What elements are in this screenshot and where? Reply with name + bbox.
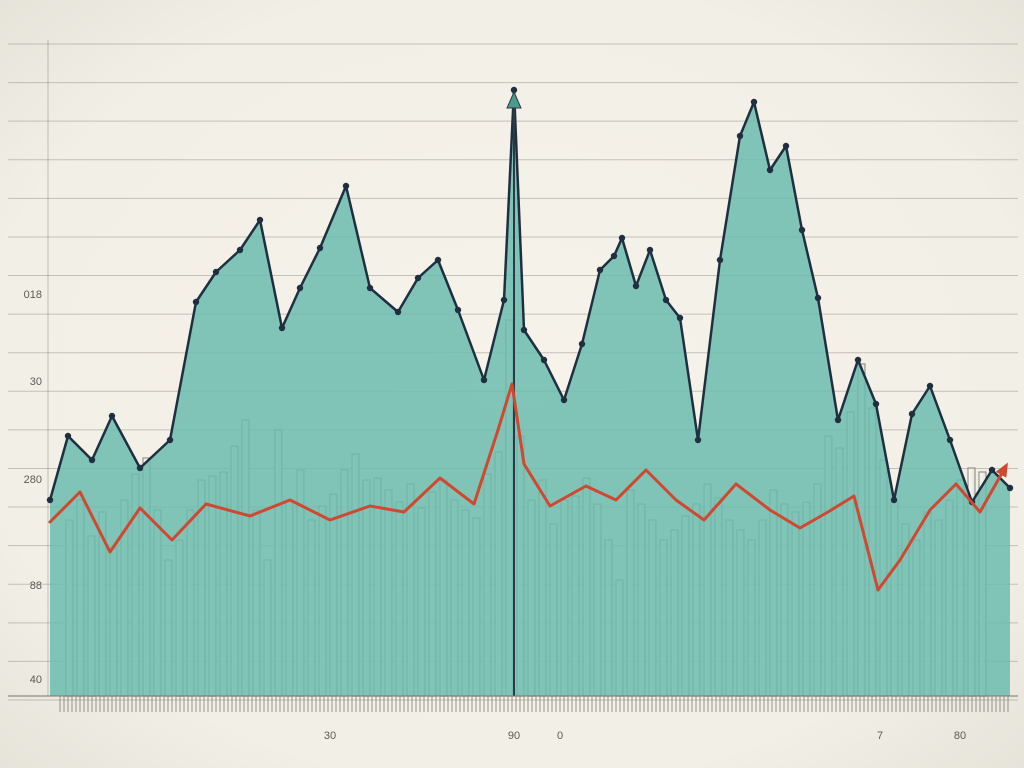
area-marker <box>109 413 115 419</box>
area-marker <box>89 457 95 463</box>
area-marker <box>799 227 805 233</box>
area-marker <box>751 99 757 105</box>
x-tick-label: 0 <box>557 730 563 742</box>
area-marker <box>561 397 567 403</box>
area-marker <box>297 285 303 291</box>
y-tick-label: 88 <box>30 580 42 592</box>
area-marker <box>167 437 173 443</box>
area-marker <box>501 297 507 303</box>
combo-chart: 40 88 280 30 018 30 90 0 7 80 <box>0 0 1024 768</box>
area-marker <box>279 325 285 331</box>
y-tick-label: 40 <box>30 674 42 686</box>
area-marker <box>717 257 723 263</box>
area-marker <box>367 285 373 291</box>
area-marker <box>873 401 879 407</box>
area-marker <box>435 257 441 263</box>
x-tick-label: 80 <box>954 730 966 742</box>
y-tick-label: 30 <box>30 376 42 388</box>
area-marker <box>137 465 143 471</box>
area-marker <box>891 497 897 503</box>
y-tick-label: 018 <box>24 289 42 301</box>
area-marker <box>633 283 639 289</box>
area-marker <box>663 297 669 303</box>
area-marker <box>677 315 683 321</box>
area-marker <box>521 327 527 333</box>
area-marker <box>647 247 653 253</box>
area-marker <box>737 133 743 139</box>
area-marker <box>947 437 953 443</box>
x-tick-label: 90 <box>508 730 520 742</box>
area-marker <box>597 267 603 273</box>
area-marker <box>455 307 461 313</box>
area-marker <box>317 245 323 251</box>
area-marker <box>1007 485 1013 491</box>
area-marker <box>193 299 199 305</box>
area-marker <box>855 357 861 363</box>
area-marker <box>579 341 585 347</box>
area-marker <box>767 167 773 173</box>
area-marker <box>835 417 841 423</box>
area-marker <box>541 357 547 363</box>
area-marker <box>695 437 701 443</box>
area-marker <box>65 433 71 439</box>
x-tick-label: 7 <box>877 730 883 742</box>
area-marker <box>257 217 263 223</box>
area-marker <box>395 309 401 315</box>
area-marker <box>619 235 625 241</box>
area-marker <box>611 253 617 259</box>
area-marker <box>343 183 349 189</box>
area-marker <box>989 467 995 473</box>
area-marker <box>927 383 933 389</box>
area-marker <box>481 377 487 383</box>
area-marker <box>415 275 421 281</box>
area-marker <box>47 497 53 503</box>
area-marker <box>237 247 243 253</box>
area-marker <box>783 143 789 149</box>
x-tick-label: 30 <box>324 730 336 742</box>
chart-container: 40 88 280 30 018 30 90 0 7 80 <box>0 0 1024 768</box>
area-marker <box>815 295 821 301</box>
area-marker <box>909 411 915 417</box>
y-tick-label: 280 <box>24 474 42 486</box>
area-marker <box>213 269 219 275</box>
